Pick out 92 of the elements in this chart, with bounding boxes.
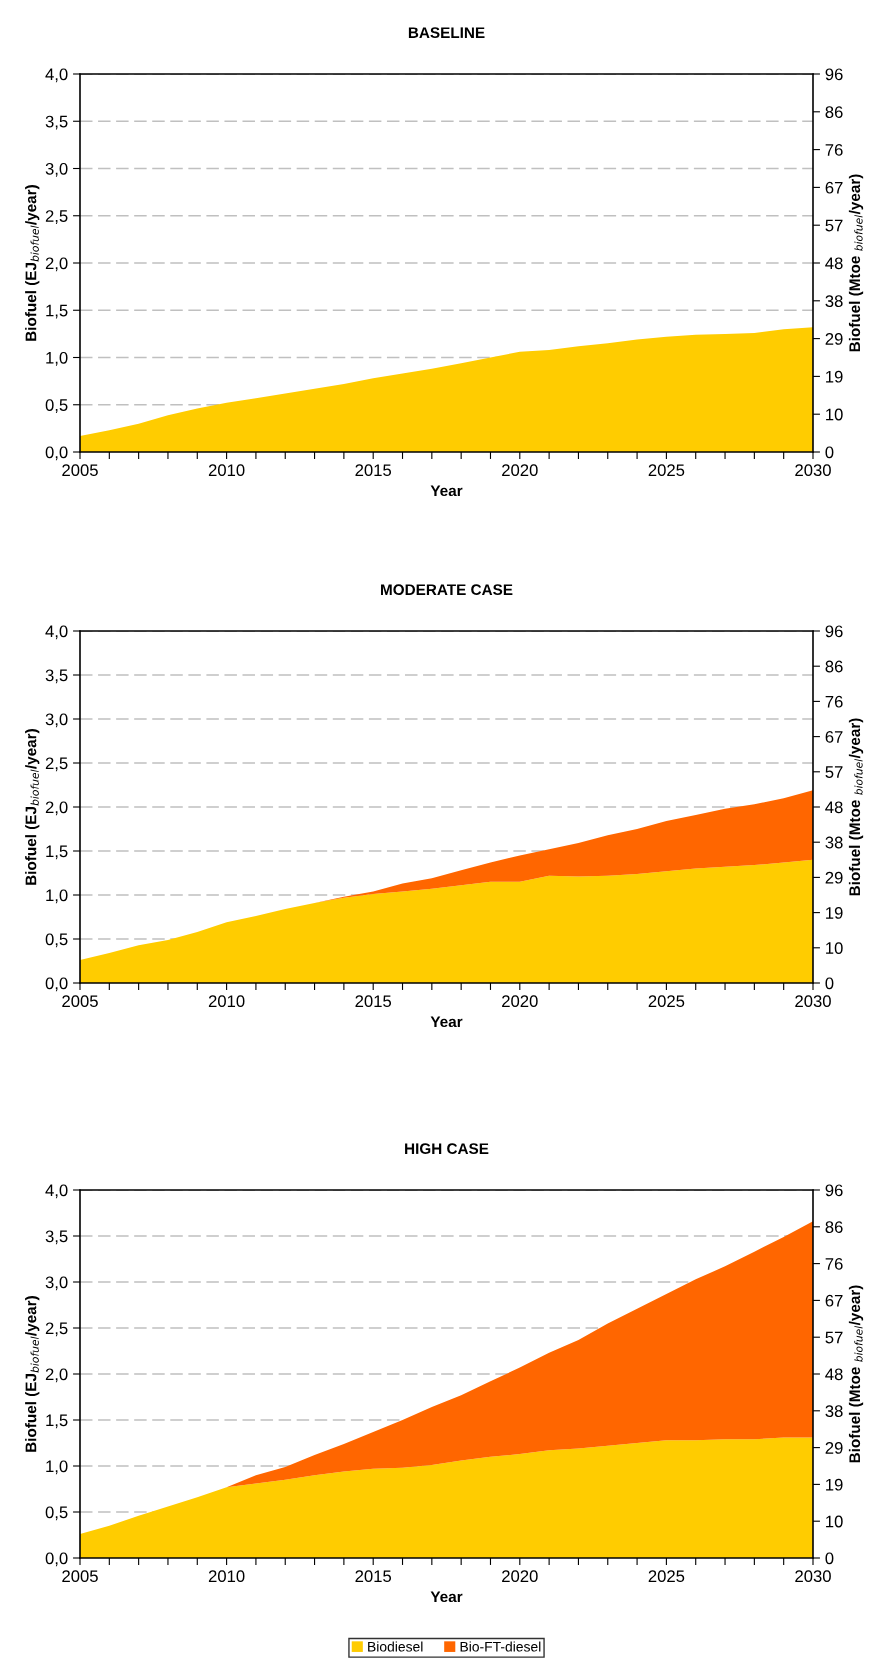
y2-axis-title: Biofuel (Mtoe $_{biofuel}$/year) — [848, 718, 864, 896]
y2-tick-label: 19 — [826, 1478, 843, 1491]
y2-tick-label: 29 — [825, 1442, 843, 1454]
y2-tick-label: 48 — [825, 801, 843, 814]
x-tick-label: 2020 — [502, 995, 538, 1008]
y2-tick-label: 57 — [825, 766, 843, 778]
y-tick-label: 1,0 — [46, 889, 68, 904]
x-tick-label: 2005 — [62, 464, 98, 477]
chart-title: BASELINE — [408, 27, 485, 39]
y-tick-label: 3,5 — [45, 1230, 68, 1245]
x-tick-label: 2010 — [208, 995, 245, 1008]
x-tick-label: 2030 — [795, 1570, 831, 1583]
x-tick-label: 2010 — [208, 464, 245, 477]
x-tick-label: 2030 — [795, 995, 831, 1008]
legend-label: Bio-FT-diesel — [460, 1641, 541, 1652]
chart-title: HIGH CASE — [405, 1143, 489, 1155]
y-tick-label: 4,0 — [45, 1184, 68, 1199]
y-tick-label: 2,0 — [45, 257, 68, 272]
y-tick-label: 3,5 — [45, 669, 68, 684]
y-axis-title: Biofuel (EJ$_{biofuel}$/year) — [25, 185, 40, 341]
y-tick-label: 1,5 — [46, 304, 68, 319]
y-axis-title: Biofuel (EJ$_{biofuel}$/year) — [25, 729, 40, 885]
y2-tick-label: 0 — [825, 446, 834, 459]
y-tick-label: 1,0 — [46, 1460, 68, 1475]
x-tick-label: 2030 — [795, 464, 831, 477]
y2-tick-label: 67 — [825, 731, 843, 743]
y2-tick-label: 76 — [825, 1258, 843, 1270]
y-tick-label: 2,5 — [45, 1322, 68, 1337]
y-tick-label: 3,0 — [45, 1276, 68, 1291]
y2-tick-label: 29 — [825, 333, 843, 345]
y2-axis-title: Biofuel (Mtoe $_{biofuel}$/year) — [848, 174, 864, 352]
y-tick-label: 2,5 — [45, 210, 68, 224]
y-tick-label: 0,0 — [45, 1552, 68, 1567]
y-tick-label: 1,5 — [46, 1414, 68, 1429]
y-tick-label: 4,0 — [45, 625, 68, 640]
y-tick-label: 0,5 — [45, 1506, 68, 1521]
y2-tick-label: 67 — [825, 1294, 843, 1307]
y-tick-label: 0,0 — [45, 446, 68, 461]
y-tick-label: 1,5 — [46, 845, 68, 860]
y2-tick-label: 96 — [825, 1184, 843, 1197]
y2-tick-label: 29 — [825, 871, 843, 884]
y-tick-label: 3,0 — [45, 713, 68, 728]
x-tick-label: 2015 — [355, 995, 392, 1008]
y-tick-label: 2,0 — [45, 1368, 68, 1383]
y2-tick-label: 19 — [826, 907, 843, 919]
y-tick-label: 2,0 — [45, 801, 68, 816]
y-tick-label: 3,0 — [45, 162, 68, 177]
y2-tick-label: 19 — [826, 370, 843, 383]
y2-tick-label: 38 — [825, 295, 843, 307]
y-tick-label: 2,5 — [45, 757, 68, 772]
x-tick-label: 2015 — [355, 1570, 392, 1583]
x-axis-title: Year — [430, 1591, 463, 1603]
y-tick-label: 0,0 — [45, 977, 68, 992]
chart-title: MODERATE CASE — [381, 584, 513, 596]
y2-tick-label: 86 — [825, 106, 843, 118]
y2-tick-label: 86 — [825, 660, 843, 673]
y2-tick-label: 48 — [825, 1368, 843, 1381]
x-tick-label: 2020 — [502, 1570, 538, 1583]
legend-label: Biodiesel — [368, 1641, 423, 1652]
y2-tick-label: 48 — [825, 257, 843, 270]
x-tick-label: 2025 — [648, 1570, 685, 1583]
y2-tick-label: 96 — [825, 68, 843, 81]
y2-tick-label: 38 — [825, 836, 843, 849]
x-axis-title: Year — [430, 1016, 463, 1028]
y2-tick-label: 96 — [825, 625, 843, 638]
y-tick-label: 0,5 — [45, 933, 68, 948]
y2-axis-title: Biofuel (Mtoe $_{biofuel}$/year) — [848, 1285, 864, 1463]
x-tick-label: 2005 — [62, 1570, 98, 1583]
y2-tick-label: 10 — [826, 408, 843, 421]
y2-tick-label: 10 — [826, 942, 843, 954]
y-tick-label: 4,0 — [45, 68, 68, 83]
y2-tick-label: 0 — [825, 977, 834, 990]
y2-tick-label: 38 — [825, 1405, 843, 1417]
y-tick-label: 1,0 — [46, 351, 68, 366]
y2-tick-label: 76 — [825, 695, 843, 708]
y2-tick-label: 57 — [825, 219, 843, 232]
x-axis-title: Year — [430, 485, 463, 497]
y2-tick-label: 57 — [825, 1331, 843, 1344]
y2-tick-label: 10 — [826, 1515, 843, 1528]
y2-tick-label: 67 — [825, 181, 843, 194]
y-axis-title: Biofuel (EJ$_{biofuel}$/year) — [25, 1296, 40, 1452]
y-tick-label: 0,5 — [45, 399, 68, 413]
x-tick-label: 2020 — [502, 464, 538, 477]
y2-tick-label: 86 — [825, 1221, 843, 1233]
x-tick-label: 2005 — [62, 995, 98, 1008]
x-tick-label: 2025 — [648, 995, 685, 1008]
y2-tick-label: 0 — [825, 1552, 834, 1565]
x-tick-label: 2010 — [208, 1570, 245, 1583]
x-tick-label: 2015 — [355, 464, 392, 477]
y-tick-label: 3,5 — [45, 115, 68, 130]
y2-tick-label: 76 — [825, 144, 843, 156]
x-tick-label: 2025 — [648, 464, 685, 477]
